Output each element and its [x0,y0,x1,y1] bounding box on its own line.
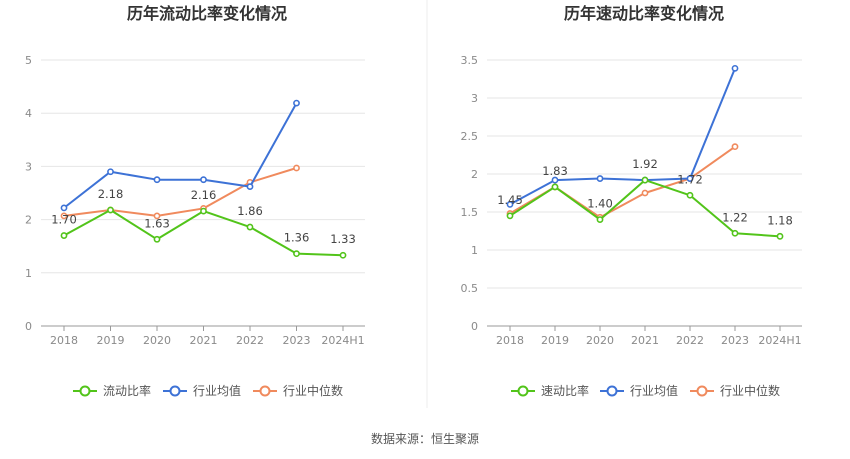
x-tick-label: 2018 [50,334,78,347]
x-tick-label: 2024H1 [758,334,801,347]
y-tick-label: 1 [25,267,32,280]
data-label: 1.72 [677,172,703,186]
legend-marker [169,385,181,397]
series-line [509,67,736,206]
data-point [776,232,784,240]
legend-label: 行业均值 [630,383,678,398]
y-tick-label: 3 [471,92,478,105]
data-label: 1.18 [767,213,793,227]
data-point [686,175,694,182]
data-point [107,168,114,176]
data-label: 1.36 [284,231,310,245]
data-point [506,212,514,220]
data-point [246,183,254,191]
legend-label: 速动比率 [541,383,589,398]
data-point [551,176,559,184]
y-tick-label: 4 [25,107,32,120]
y-tick-label: 1 [471,244,478,257]
x-tick-label: 2023 [721,334,749,347]
data-point [153,212,161,220]
data-point [60,212,68,220]
legend-marker [259,385,271,397]
y-tick-label: 1.5 [461,206,479,219]
data-label: 1.63 [144,216,170,230]
data-label: 1.86 [237,204,263,218]
current-ratio-chart: 历年流动比率变化情况 0 1 2 3 4 5 2018 2019 2020 2021 2022 2023… [25,4,365,398]
data-point [596,175,604,182]
data-label: 1.45 [497,193,523,207]
y-tick-label: 3.5 [461,54,479,67]
legend-item: 行业均值 [600,383,678,398]
x-tick-label: 2020 [586,334,614,347]
series-line [63,102,298,209]
data-point [731,143,739,151]
data-point [200,207,207,215]
data-point [60,232,68,239]
data-point [641,189,649,197]
x-tick-label: 2021 [631,334,659,347]
data-label: 1.83 [542,164,568,178]
x-tick-label: 2022 [676,334,704,347]
data-point [339,251,347,259]
data-point [551,183,559,191]
y-tick-label: 0 [25,320,32,333]
legend-item: 行业均值 [163,383,241,398]
data-label: 1.40 [587,197,613,211]
data-point [107,206,114,214]
data-label: 1.70 [51,213,77,227]
legend-item: 行业中位数 [690,383,780,398]
y-tick-label: 0.5 [461,282,479,295]
data-point [686,191,694,199]
y-tick-label: 3 [25,160,32,173]
data-label: 1.33 [330,232,356,246]
data-point [596,216,604,223]
y-tick-label: 2 [25,214,32,227]
legend-marker [606,385,618,397]
legend-label: 流动比率 [103,383,151,398]
data-label: 2.16 [191,188,217,202]
legend-item: 流动比率 [73,383,151,398]
x-tick-label: 2022 [236,334,264,347]
series-line [63,167,297,217]
data-label: 1.22 [722,210,748,224]
data-point [60,204,68,212]
legend-item: 速动比率 [511,383,589,398]
legend-label: 行业中位数 [283,383,343,398]
y-tick-label: 0 [471,320,478,333]
data-point [506,200,514,208]
data-point [153,176,161,184]
data-point [731,64,739,72]
legend-label: 行业均值 [193,383,241,398]
quick-ratio-chart: 历年速动比率变化情况 0 0.5 1 1.5 2 2.5 3 3.5 2018 2019 2020 20… [461,4,802,398]
x-tick-label: 2019 [541,334,569,347]
x-tick-label: 2018 [496,334,524,347]
data-source: 数据来源：恒生聚源 [371,431,479,446]
x-tick-label: 2021 [190,334,218,347]
x-tick-label: 2019 [97,334,125,347]
data-point [641,176,649,184]
data-point [293,250,300,258]
data-label: 1.92 [632,157,658,171]
x-tick-label: 2023 [283,334,311,347]
legend-marker [79,385,91,397]
data-point [246,223,254,231]
data-point [200,176,207,184]
legend-marker [517,385,529,397]
y-tick-label: 2.5 [461,130,479,143]
y-tick-label: 2 [471,168,478,181]
y-tick-label: 5 [25,54,32,67]
legend-marker [696,385,708,397]
data-point [153,235,161,243]
legend-item: 行业中位数 [253,383,343,398]
data-point [731,229,739,237]
legend-label: 行业中位数 [720,383,780,398]
x-tick-label: 2020 [143,334,171,347]
chart-title: 历年速动比率变化情况 [564,4,724,23]
x-tick-label: 2024H1 [321,334,364,347]
data-label: 2.18 [98,187,124,201]
data-point [293,99,300,107]
data-point [293,164,300,172]
chart-title: 历年流动比率变化情况 [127,4,287,23]
